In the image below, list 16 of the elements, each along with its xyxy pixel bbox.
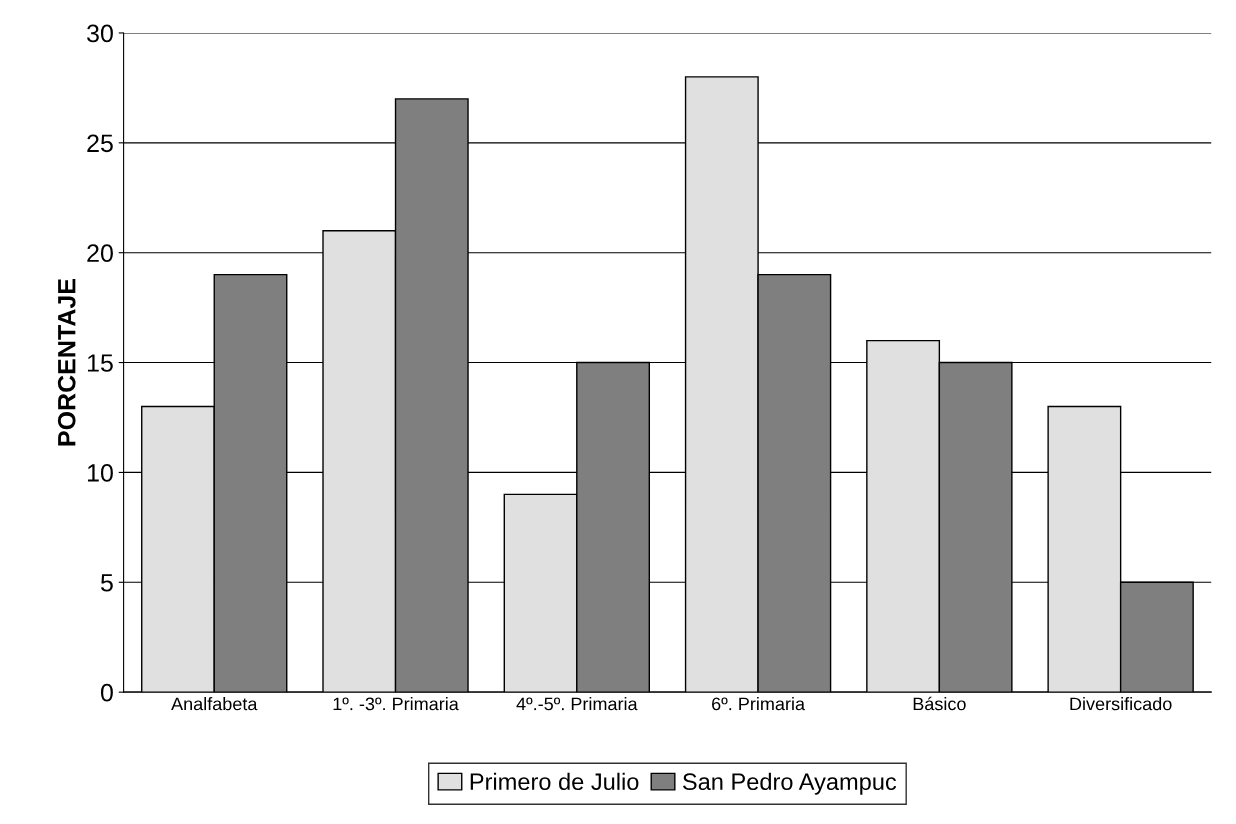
y-tick-label: 5 (100, 574, 113, 592)
legend-label: Primero de Julio (470, 772, 639, 791)
x-tick-label: 6º. Primaria (712, 697, 806, 711)
x-tick-label: 4º.-5º. Primaria (516, 697, 638, 711)
x-tick-label: Analfabeta (171, 697, 258, 711)
x-tick-label: 1º. -3º. Primaria (333, 697, 459, 711)
y-axis-title: PORCENTAJE (57, 279, 76, 446)
x-tick-label: Básico (913, 696, 966, 711)
legend-label: San Pedro Ayampuc (682, 772, 897, 795)
y-tick-label: 15 (87, 354, 113, 372)
y-tick-label: 10 (87, 464, 113, 482)
x-tick-label: Diversificado (1070, 697, 1172, 711)
y-tick-label: 25 (87, 134, 113, 153)
y-tick-label: 0 (100, 683, 113, 702)
y-tick-label: 30 (87, 24, 113, 43)
y-tick-label: 20 (87, 244, 113, 262)
